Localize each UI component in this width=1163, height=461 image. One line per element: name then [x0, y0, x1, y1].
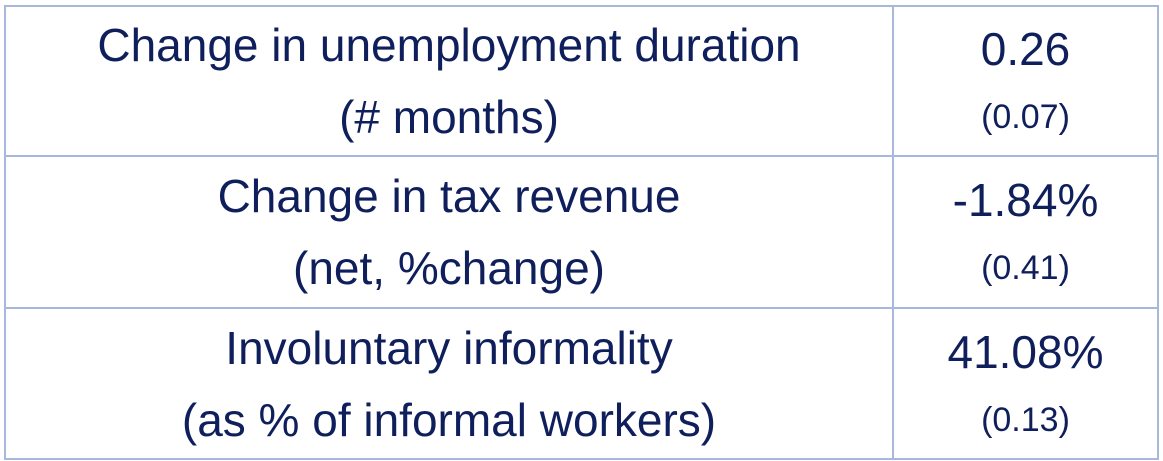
table-row: Change in tax revenue (net, %change) -1.…: [4, 155, 1159, 309]
row-value-cell: 0.26 (0.07): [892, 5, 1159, 157]
row-label-unit: (# months): [339, 91, 559, 143]
row-label: Change in tax revenue: [217, 170, 681, 222]
row-label-unit: (as % of informal workers): [181, 393, 717, 446]
standard-error: (0.13): [981, 400, 1070, 439]
row-value-cell: -1.84% (0.41): [892, 155, 1159, 309]
table-row: Involuntary informality (as % of informa…: [4, 307, 1159, 460]
estimate-value: -1.84%: [952, 174, 1099, 226]
row-label: Involuntary informality: [225, 321, 673, 374]
estimate-value: 41.08%: [947, 325, 1104, 378]
standard-error: (0.07): [981, 98, 1070, 136]
row-label-cell: Change in tax revenue (net, %change): [4, 155, 894, 309]
standard-error: (0.41): [981, 249, 1070, 287]
row-label: Change in unemployment duration: [97, 19, 801, 71]
results-table: Change in unemployment duration (# month…: [4, 5, 1159, 460]
table-row: Change in unemployment duration (# month…: [4, 5, 1159, 157]
row-label-cell: Change in unemployment duration (# month…: [4, 5, 894, 157]
row-label-cell: Involuntary informality (as % of informa…: [4, 307, 894, 460]
row-label-unit: (net, %change): [293, 242, 605, 294]
row-value-cell: 41.08% (0.13): [892, 307, 1159, 460]
estimate-value: 0.26: [980, 23, 1071, 75]
